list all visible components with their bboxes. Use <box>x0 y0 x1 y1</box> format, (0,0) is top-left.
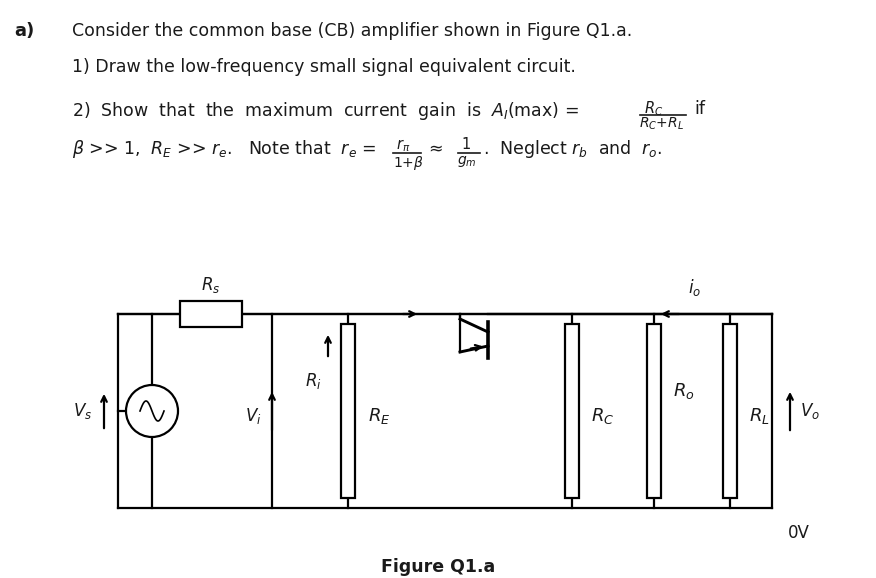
Text: $R_C$+$R_L$: $R_C$+$R_L$ <box>639 116 684 132</box>
Text: $R_s$: $R_s$ <box>201 275 221 295</box>
Text: $R_E$: $R_E$ <box>368 406 391 426</box>
Bar <box>180 301 242 327</box>
Bar <box>723 324 737 498</box>
Bar <box>647 324 661 498</box>
Text: Note that  $r_e$ =: Note that $r_e$ = <box>248 138 377 159</box>
Text: if: if <box>694 100 705 118</box>
Text: $R_C$: $R_C$ <box>591 406 614 426</box>
Text: $V_s$: $V_s$ <box>73 401 92 421</box>
Text: .  Neglect $r_b$  and  $r_o$.: . Neglect $r_b$ and $r_o$. <box>483 138 662 160</box>
Text: $R_o$: $R_o$ <box>673 381 695 401</box>
Bar <box>565 324 579 498</box>
Text: 0V: 0V <box>788 524 810 542</box>
Text: $g_m$: $g_m$ <box>457 154 477 169</box>
Text: 1+$\beta$: 1+$\beta$ <box>393 154 424 172</box>
Text: 1) Draw the low-frequency small signal equivalent circuit.: 1) Draw the low-frequency small signal e… <box>72 58 576 76</box>
Circle shape <box>126 385 178 437</box>
Text: $R_L$: $R_L$ <box>749 406 770 426</box>
Text: $V_o$: $V_o$ <box>800 401 820 421</box>
Text: $R_i$: $R_i$ <box>305 371 322 391</box>
Text: $r_\pi$: $r_\pi$ <box>396 137 410 154</box>
Text: $i_o$: $i_o$ <box>688 277 701 298</box>
Bar <box>341 324 355 498</box>
Text: Consider the common base (CB) amplifier shown in Figure Q1.a.: Consider the common base (CB) amplifier … <box>72 22 632 40</box>
Text: a): a) <box>14 22 34 40</box>
Text: Figure Q1.a: Figure Q1.a <box>381 558 495 576</box>
Text: 2)  Show  that  the  maximum  current  gain  is  $A_I$(max) =: 2) Show that the maximum current gain is… <box>72 100 579 122</box>
Text: 1: 1 <box>461 137 470 152</box>
Text: $R_C$: $R_C$ <box>644 99 663 118</box>
Text: $V_i$: $V_i$ <box>245 406 262 426</box>
Text: $\beta$ >> 1,  $R_E$ >> $r_e$.: $\beta$ >> 1, $R_E$ >> $r_e$. <box>72 138 232 160</box>
Text: $\approx$: $\approx$ <box>425 138 443 156</box>
